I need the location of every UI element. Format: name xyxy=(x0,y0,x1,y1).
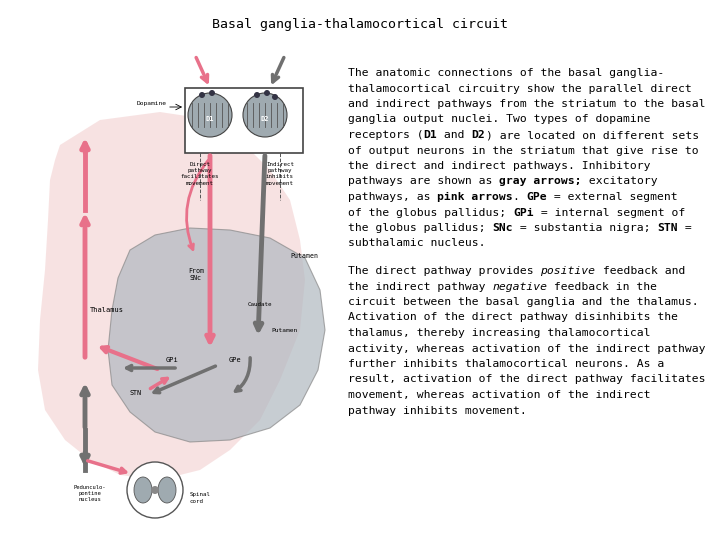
Text: the globus pallidus;: the globus pallidus; xyxy=(348,223,492,233)
Text: ganglia output nuclei. Two types of dopamine: ganglia output nuclei. Two types of dopa… xyxy=(348,114,650,125)
Text: further inhibits thalamocortical neurons. As a: further inhibits thalamocortical neurons… xyxy=(348,359,665,369)
Circle shape xyxy=(151,486,159,494)
Text: Basal ganglia-thalamocortical circuit: Basal ganglia-thalamocortical circuit xyxy=(212,18,508,31)
Text: D2: D2 xyxy=(472,130,485,140)
Text: = external segment: = external segment xyxy=(547,192,678,202)
Text: .: . xyxy=(513,192,527,202)
Text: Activation of the direct pathway disinhibits the: Activation of the direct pathway disinhi… xyxy=(348,313,678,322)
Text: activity, whereas activation of the indirect pathway: activity, whereas activation of the indi… xyxy=(348,343,706,354)
Text: Putamen: Putamen xyxy=(272,327,298,333)
Text: result, activation of the direct pathway facilitates: result, activation of the direct pathway… xyxy=(348,375,706,384)
Text: and indirect pathways from the striatum to the basal: and indirect pathways from the striatum … xyxy=(348,99,706,109)
Text: GPi: GPi xyxy=(513,207,534,218)
Text: Indirect
pathway
inhibits
movement: Indirect pathway inhibits movement xyxy=(266,162,294,186)
Text: SNc: SNc xyxy=(492,223,513,233)
Text: Putamen: Putamen xyxy=(290,253,318,259)
Text: GPe: GPe xyxy=(527,192,547,202)
Ellipse shape xyxy=(134,477,152,503)
Text: subthalamic nucleus.: subthalamic nucleus. xyxy=(348,239,485,248)
Text: STN: STN xyxy=(129,390,141,396)
Text: Thalamus: Thalamus xyxy=(90,307,124,313)
Text: = internal segment of: = internal segment of xyxy=(534,207,685,218)
Text: Direct
pathway
facilitates
movement: Direct pathway facilitates movement xyxy=(181,162,220,186)
Text: From
SNc: From SNc xyxy=(188,268,204,281)
Text: of output neurons in the striatum that give rise to: of output neurons in the striatum that g… xyxy=(348,145,698,156)
Circle shape xyxy=(209,90,215,96)
Circle shape xyxy=(264,90,270,96)
Text: = substantia nigra;: = substantia nigra; xyxy=(513,223,657,233)
Text: feedback in the: feedback in the xyxy=(547,281,657,292)
Text: gray arrows;: gray arrows; xyxy=(499,177,582,186)
Ellipse shape xyxy=(158,477,176,503)
Circle shape xyxy=(243,93,287,137)
Circle shape xyxy=(127,462,183,518)
Text: receptors (: receptors ( xyxy=(348,130,423,140)
Text: the indirect pathway: the indirect pathway xyxy=(348,281,492,292)
Text: positive: positive xyxy=(541,266,595,276)
Text: movement, whereas activation of the indirect: movement, whereas activation of the indi… xyxy=(348,390,650,400)
Text: the direct and indirect pathways. Inhibitory: the direct and indirect pathways. Inhibi… xyxy=(348,161,650,171)
Text: GPi: GPi xyxy=(166,357,179,363)
Text: pathways, as: pathways, as xyxy=(348,192,437,202)
Text: pink arrows: pink arrows xyxy=(437,192,513,202)
Text: pathway inhibits movement.: pathway inhibits movement. xyxy=(348,406,527,415)
Text: circuit between the basal ganglia and the thalamus.: circuit between the basal ganglia and th… xyxy=(348,297,698,307)
Polygon shape xyxy=(38,112,305,480)
Text: Caudate: Caudate xyxy=(248,302,272,307)
Text: D2: D2 xyxy=(261,116,269,122)
Text: =: = xyxy=(678,223,692,233)
Text: excitatory: excitatory xyxy=(582,177,657,186)
Text: negative: negative xyxy=(492,281,547,292)
Text: Pedunculo-
pontine
nucleus: Pedunculo- pontine nucleus xyxy=(73,485,107,502)
Text: D1: D1 xyxy=(423,130,437,140)
Text: The anatomic connections of the basal ganglia-: The anatomic connections of the basal ga… xyxy=(348,68,665,78)
Text: ) are located on different sets: ) are located on different sets xyxy=(485,130,698,140)
Text: pathways are shown as: pathways are shown as xyxy=(348,177,499,186)
Text: GPe: GPe xyxy=(229,357,241,363)
Text: thalamocortical circuitry show the parallel direct: thalamocortical circuitry show the paral… xyxy=(348,84,692,93)
Text: STN: STN xyxy=(657,223,678,233)
Text: Spinal
cord: Spinal cord xyxy=(190,492,211,504)
Text: D1: D1 xyxy=(206,116,215,122)
FancyBboxPatch shape xyxy=(185,88,303,153)
Circle shape xyxy=(272,94,278,100)
Text: feedback and: feedback and xyxy=(595,266,685,276)
Circle shape xyxy=(188,93,232,137)
Text: and: and xyxy=(437,130,472,140)
Text: thalamus, thereby increasing thalamocortical: thalamus, thereby increasing thalamocort… xyxy=(348,328,650,338)
Circle shape xyxy=(254,92,260,98)
Circle shape xyxy=(199,92,205,98)
Text: of the globus pallidus;: of the globus pallidus; xyxy=(348,207,513,218)
Text: Dopamine: Dopamine xyxy=(137,100,167,105)
Polygon shape xyxy=(108,228,325,442)
Text: The direct pathway provides: The direct pathway provides xyxy=(348,266,541,276)
